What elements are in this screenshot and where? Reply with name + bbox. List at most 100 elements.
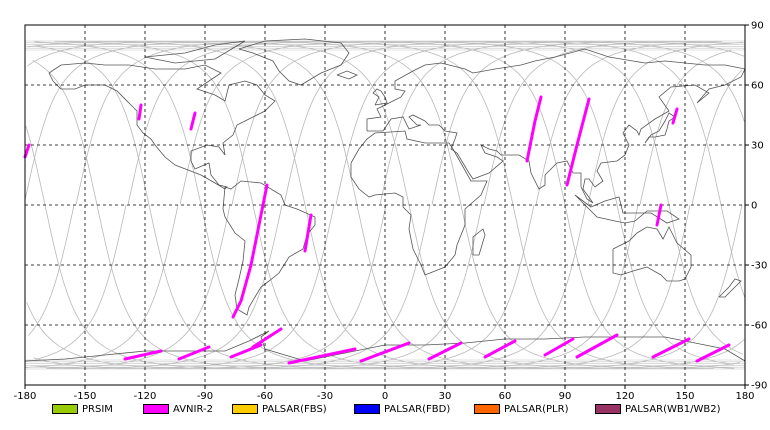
graticule-grid xyxy=(24,24,746,386)
legend-label-palsar-fbd: PALSAR(FBD) xyxy=(384,403,451,415)
observation-segment xyxy=(655,203,663,227)
ground-track xyxy=(34,45,535,370)
observation-segment xyxy=(565,97,591,187)
x-tick-label: -60 xyxy=(257,391,273,402)
ground-track xyxy=(283,40,743,355)
legend-label-avnir2: AVNIR-2 xyxy=(173,403,213,415)
ground-track xyxy=(34,41,587,370)
legend-swatch-palsar-fbd xyxy=(354,404,380,414)
ground-track xyxy=(25,204,179,368)
ground-track xyxy=(75,40,740,370)
x-tick-label: 0 xyxy=(382,391,388,402)
observation-segment xyxy=(189,111,197,131)
x-tick-label: 90 xyxy=(559,391,572,402)
x-tick-label: 150 xyxy=(675,391,694,402)
ground-track xyxy=(35,204,127,360)
legend-item-avnir2: AVNIR-2 xyxy=(143,402,213,416)
observation-segment xyxy=(177,345,211,361)
x-tick-label: -90 xyxy=(197,391,213,402)
legend-swatch-prsim xyxy=(52,404,78,414)
legend-label-prsim: PRSIM xyxy=(82,403,113,415)
ground-track xyxy=(25,125,431,370)
observation-segment xyxy=(137,103,143,121)
greenland-coast xyxy=(238,38,350,86)
ground-track xyxy=(127,40,715,369)
ground-track xyxy=(27,40,743,370)
africa-coast xyxy=(350,130,488,276)
ground-track xyxy=(639,49,732,205)
ground-track xyxy=(179,40,735,369)
observation-segment xyxy=(359,341,411,363)
observation-segment xyxy=(229,343,263,359)
new-zealand-coast xyxy=(718,278,742,298)
x-tick-label: 60 xyxy=(499,391,512,402)
ground-track xyxy=(335,40,746,299)
legend-label-palsar-wb: PALSAR(WB1/WB2) xyxy=(625,403,721,415)
ground-track xyxy=(379,40,745,205)
arctic-islands-coast xyxy=(144,40,246,64)
observation-segment xyxy=(525,95,543,163)
y-tick-label: 60 xyxy=(751,81,764,92)
x-tick-label: -150 xyxy=(74,391,97,402)
x-tick-label: -120 xyxy=(134,391,157,402)
ground-track xyxy=(54,41,639,370)
legend-label-palsar-plr: PALSAR(PLR) xyxy=(504,403,569,415)
x-tick-label: -180 xyxy=(14,391,37,402)
x-tick-label: 120 xyxy=(615,391,634,402)
observation-segment xyxy=(483,339,517,359)
iceland-coast xyxy=(336,70,358,80)
observation-segment xyxy=(427,341,463,361)
legend-swatch-avnir2 xyxy=(143,404,169,414)
ground-track xyxy=(28,204,75,336)
y-tick-label: -60 xyxy=(751,321,767,332)
coastlines xyxy=(24,38,746,362)
y-tick-label: 0 xyxy=(751,201,757,212)
observation-segment xyxy=(23,143,31,159)
legend-label-palsar-fbs: PALSAR(FBS) xyxy=(262,403,327,415)
x-tick-label: 180 xyxy=(735,391,754,402)
south-america-coast xyxy=(222,180,316,316)
north-america-coast xyxy=(48,62,276,190)
ground-track xyxy=(231,40,734,365)
x-tick-label: 30 xyxy=(439,391,452,402)
y-tick-label: -90 xyxy=(751,381,767,392)
japan-coast xyxy=(644,112,676,144)
legend-item-palsar-fbs: PALSAR(FBS) xyxy=(232,402,327,416)
observation-segment xyxy=(695,343,731,363)
antarctica-coast xyxy=(24,330,746,362)
uk-coast xyxy=(372,88,388,106)
axis-ticks: -180 -150 -120 -90 -60 -30 0 30 60 90 120 150 180 90 6… xyxy=(14,21,768,403)
legend-item-palsar-wb: PALSAR(WB1/WB2) xyxy=(595,402,721,416)
ground-track xyxy=(27,40,691,370)
legend-swatch-palsar-plr xyxy=(474,404,500,414)
observation-segment xyxy=(287,347,357,365)
indonesia-coast xyxy=(574,194,680,224)
ground-track xyxy=(46,204,231,369)
observation-segment xyxy=(123,349,163,361)
ground-track xyxy=(535,41,723,205)
ground-track xyxy=(32,59,483,370)
legend-item-palsar-plr: PALSAR(PLR) xyxy=(474,402,568,416)
ground-track xyxy=(26,204,387,370)
legend-swatch-palsar-fbs xyxy=(232,404,258,414)
observation-segment xyxy=(651,337,691,359)
ground-track xyxy=(37,204,283,370)
observation-segment xyxy=(543,337,575,357)
observation-segment xyxy=(251,327,283,349)
ground-track xyxy=(33,204,335,370)
observation-segment xyxy=(575,333,619,359)
australia-coast xyxy=(612,226,692,282)
observation-segment xyxy=(231,183,269,319)
observation-segment xyxy=(671,107,679,125)
ground-track xyxy=(483,40,732,205)
observation-segments xyxy=(23,95,731,365)
legend-item-palsar-fbd: PALSAR(FBD) xyxy=(354,402,450,416)
ground-track xyxy=(691,69,743,205)
y-tick-label: 90 xyxy=(751,21,764,32)
legend-item-prsim: PRSIM xyxy=(52,402,113,416)
y-tick-label: 30 xyxy=(751,141,764,152)
y-tick-label: -30 xyxy=(751,261,767,272)
x-tick-label: -30 xyxy=(317,391,333,402)
ground-track xyxy=(24,40,745,370)
